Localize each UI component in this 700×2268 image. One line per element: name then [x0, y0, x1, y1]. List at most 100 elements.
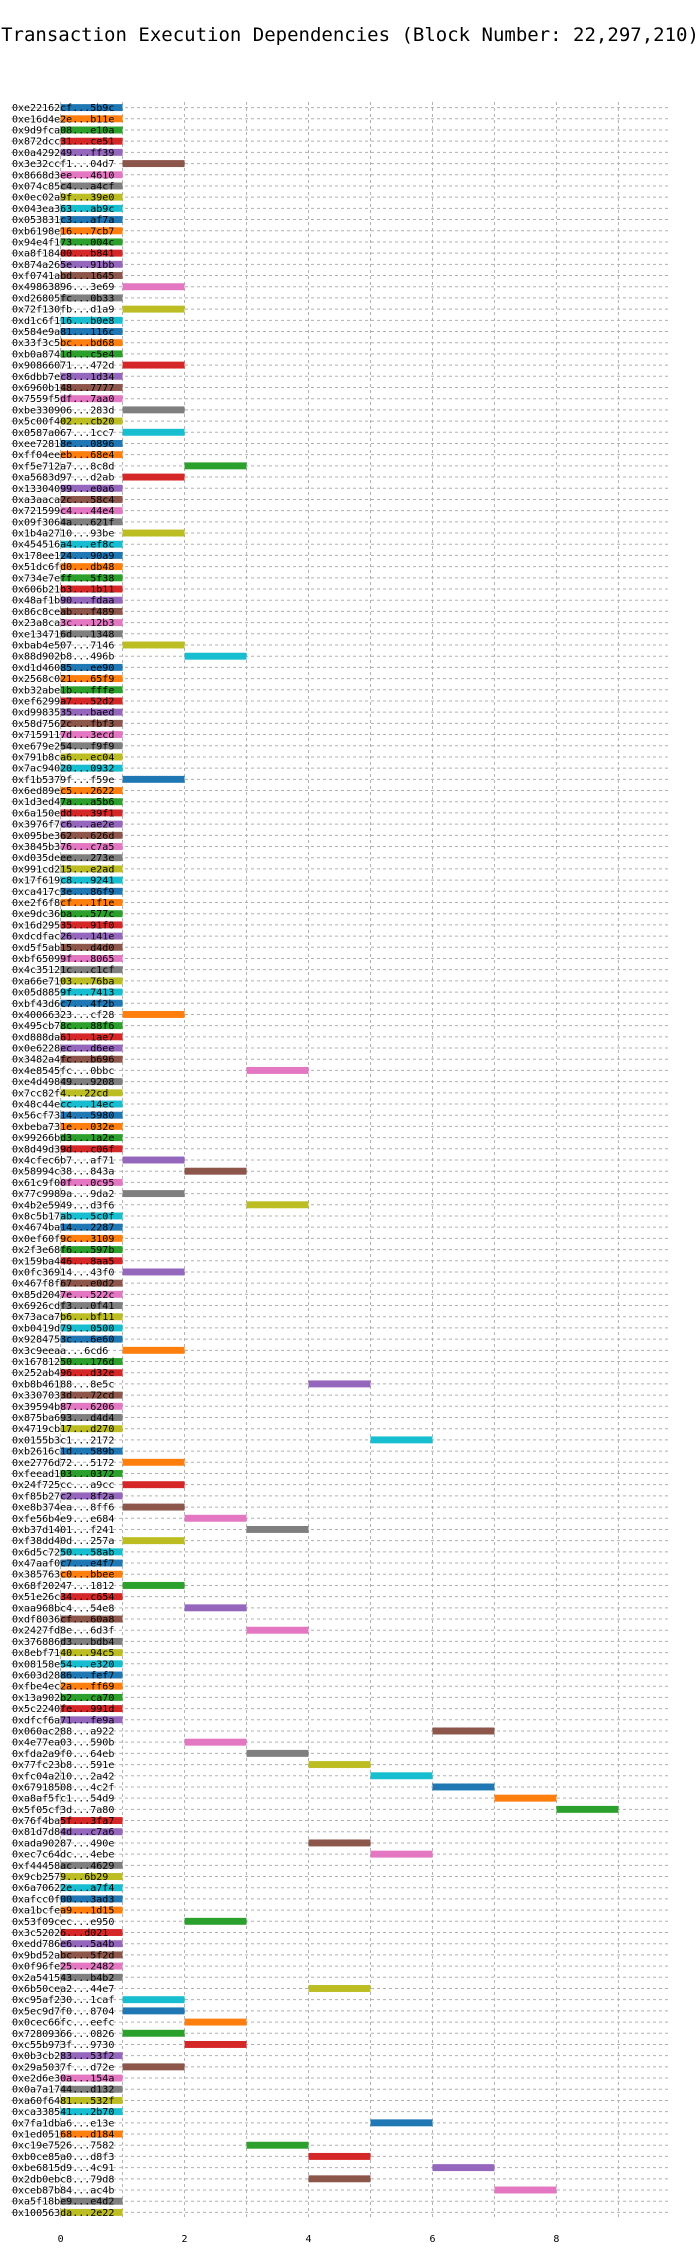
y-tick-label: 0x3307033d...72cd [12, 1391, 114, 1402]
y-tick-label: 0xe679e254...f9f9 [12, 741, 114, 752]
y-tick-label: 0x9284753c...6e60 [12, 1335, 114, 1346]
transaction-bar [60, 1570, 123, 1578]
transaction-bar [60, 1223, 123, 1231]
transaction-bar [60, 1873, 123, 1880]
transaction-bar [60, 1973, 123, 1981]
transaction-bar [60, 607, 123, 615]
transaction-bar [60, 1178, 123, 1186]
y-tick-label: 0xfda2a9f0...64eb [12, 1749, 114, 1760]
y-tick-label: 0x5ec9d7f0...8704 [12, 2006, 114, 2017]
transaction-bar [60, 1246, 123, 1254]
transaction-bar [122, 160, 185, 168]
transaction-bar [60, 350, 123, 358]
transaction-bar [60, 585, 123, 593]
y-tick-label: 0x67918508...4c2f [12, 1782, 114, 1793]
transaction-bar [60, 1290, 123, 1298]
y-tick-label: 0xedd786e6...5a4b [12, 1939, 114, 1950]
transaction-bar [60, 708, 123, 716]
transaction-bar [60, 1962, 123, 1970]
y-tick-label: 0xbe330906...283d [12, 405, 114, 416]
transaction-bar [60, 540, 123, 548]
transaction-bar [308, 2152, 371, 2160]
transaction-bar [60, 148, 123, 156]
y-tick-label: 0x9d9fca08...e10a [12, 125, 114, 136]
y-tick-label: 0xfeead103...0372 [12, 1469, 114, 1480]
transaction-bar [60, 1279, 123, 1287]
y-tick-label: 0xdf8036cf...60a8 [12, 1615, 114, 1626]
y-tick-label: 0x875ba693...d4d4 [12, 1413, 114, 1424]
y-tick-label: 0x56cf7314...5980 [12, 1111, 114, 1122]
y-tick-label: 0xb0ce85a0...d8f3 [12, 2152, 114, 2163]
y-tick-label: 0xa8f18400...b841 [12, 249, 114, 260]
transaction-bar [60, 977, 123, 985]
transaction-bar [60, 1895, 123, 1903]
transaction-bar [60, 1817, 123, 1825]
transaction-bar [60, 238, 123, 246]
y-tick-label: 0x6ed89ec5...2622 [12, 786, 114, 797]
transaction-bar [494, 2186, 557, 2194]
transaction-bar [60, 1716, 123, 1724]
transaction-bar [60, 204, 123, 212]
transaction-bar [60, 999, 123, 1007]
y-tick-label: 0x0cec66fc...eefc [12, 2018, 114, 2029]
transaction-bar [122, 1346, 185, 1354]
y-tick-label: 0xf1b5379f...f59e [12, 775, 114, 786]
transaction-bar [60, 2108, 123, 2116]
transaction-bar [246, 1525, 309, 1533]
transaction-bar [122, 1190, 185, 1198]
y-tick-label: 0x3e32ccf1...04d7 [12, 159, 114, 170]
transaction-bar [60, 2085, 123, 2093]
transaction-bar [122, 1481, 185, 1489]
y-tick-label: 0x0587a067...1cc7 [12, 428, 114, 439]
transaction-bar [60, 1447, 123, 1455]
transaction-bar [60, 686, 123, 694]
transaction-bar [60, 249, 123, 257]
y-tick-label: 0xd1c6f116...b0e8 [12, 316, 114, 327]
transaction-bar [60, 675, 123, 683]
y-tick-label: 0x2f3e68f6...597b [12, 1245, 114, 1256]
transaction-bar [184, 652, 247, 660]
y-tick-label: 0x3482a4fc...b696 [12, 1055, 114, 1066]
transaction-bar [122, 406, 185, 414]
transaction-bar [370, 1772, 433, 1780]
y-tick-label: 0xfbe4ec2a...ff69 [12, 1682, 114, 1693]
transaction-bar [60, 1660, 123, 1668]
transaction-bar [60, 316, 123, 324]
transaction-bar [184, 1604, 247, 1612]
transaction-bar [122, 775, 185, 783]
transaction-bar [60, 1425, 123, 1433]
y-tick-label: 0x0fc36914...43f0 [12, 1267, 114, 1278]
transaction-bar [60, 1358, 123, 1365]
transaction-bar [60, 1313, 123, 1321]
transaction-bar [184, 1514, 247, 1522]
y-tick-label: 0x791b8ca6...ec04 [12, 752, 114, 763]
y-tick-label: 0x6a70622e...a7f4 [12, 1883, 114, 1894]
y-tick-label: 0x0f96fe25...2482 [12, 1962, 114, 1973]
transaction-bar [60, 854, 123, 862]
transaction-bar [60, 1470, 123, 1477]
y-tick-label: 0xada90287...490e [12, 1838, 114, 1849]
transaction-bar [122, 2063, 185, 2071]
transaction-bar [60, 630, 123, 638]
transaction-bar [60, 1257, 123, 1265]
y-tick-label: 0xec7c64dc...4ebe [12, 1850, 114, 1861]
transaction-bar [246, 1201, 309, 1209]
transaction-bar [184, 2040, 247, 2048]
y-tick-label: 0x2568c021...65f9 [12, 674, 114, 685]
transaction-bar [60, 1302, 123, 1310]
transaction-bar [60, 966, 123, 974]
transaction-bar [60, 1369, 123, 1377]
y-tick-label: 0x1b4a2710...93be [12, 529, 114, 540]
transaction-bar [60, 294, 123, 302]
transaction-bar [60, 495, 123, 503]
y-tick-label: 0x08158e54...e320 [12, 1659, 114, 1670]
y-tick-label: 0xceb87b84...ac4b [12, 2186, 114, 2197]
transaction-bar [60, 988, 123, 996]
transaction-bar [246, 1626, 309, 1634]
y-tick-label: 0x8668d3ee...4610 [12, 170, 114, 181]
y-tick-label: 0x454516a4...ef8c [12, 540, 114, 551]
y-tick-label: 0xe2776d72...5172 [12, 1458, 114, 1469]
y-tick-label: 0x7159117d...3ecd [12, 730, 114, 741]
y-tick-label: 0x40066323...cf28 [12, 1010, 114, 1021]
transaction-bar [60, 1649, 123, 1657]
